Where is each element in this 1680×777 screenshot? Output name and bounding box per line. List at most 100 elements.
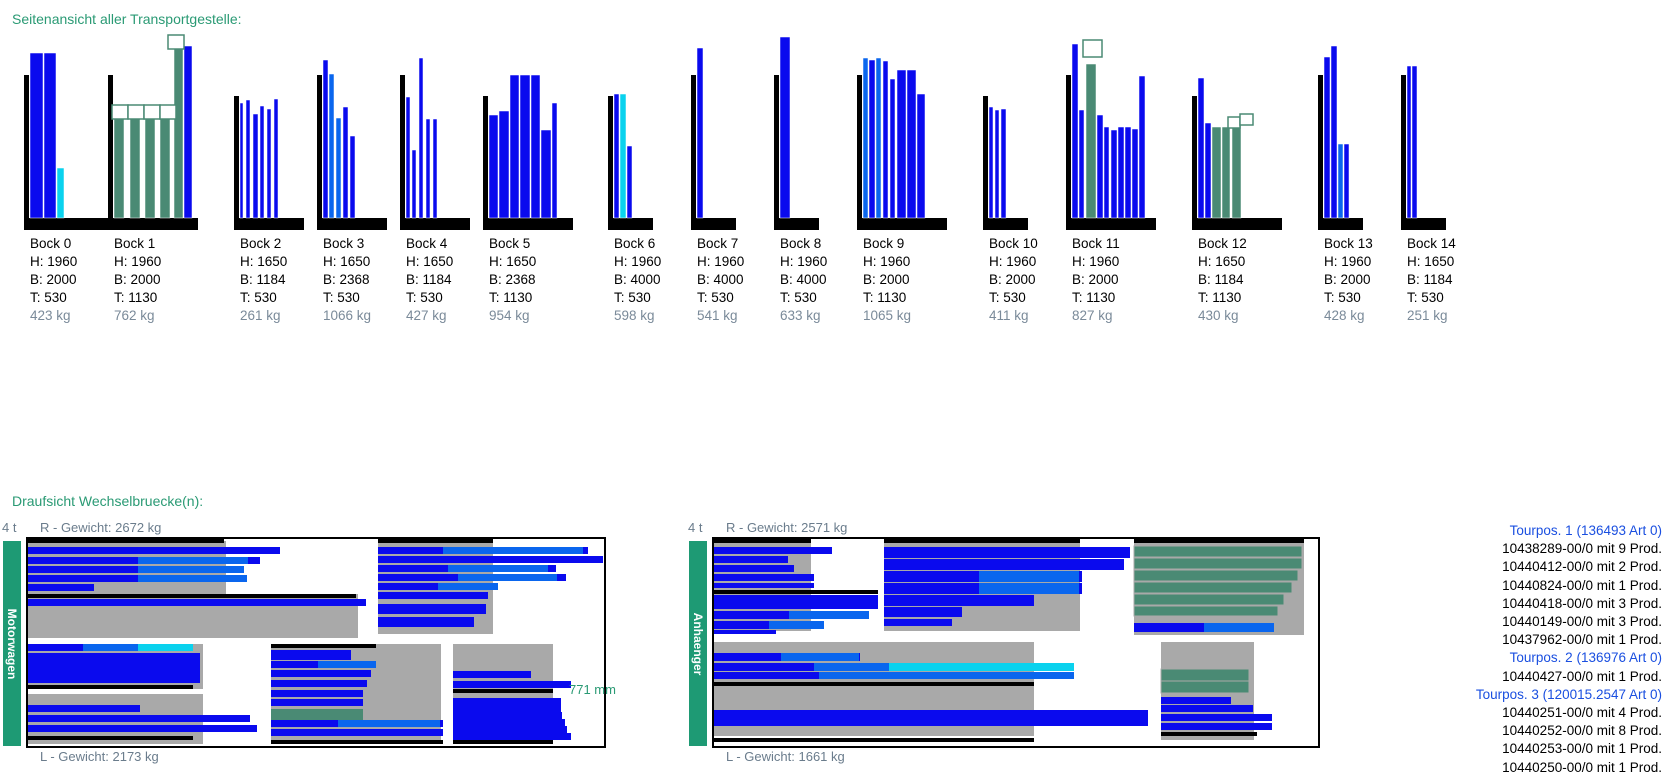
rack-load-bar [862, 57, 869, 219]
rack-name: Bock 1 [114, 236, 156, 251]
tour-position-link[interactable]: Tourpos. 3 (120015.2547 Art 0) [1475, 686, 1662, 702]
rack-edge [28, 594, 356, 598]
rack-top-box [127, 104, 145, 120]
rack-weight: 430 kg [1198, 308, 1239, 323]
rack-load-bar [1138, 75, 1146, 219]
product-bar [378, 583, 496, 590]
rack-width: B: 4000 [697, 272, 744, 287]
rack-load-bar [1204, 122, 1212, 219]
vehicle-label-motorwagen: Motorwagen [3, 541, 21, 746]
rack-base [608, 218, 653, 230]
rack-load-bar [1323, 56, 1331, 219]
product-bar [979, 583, 1079, 594]
product-bar [1161, 723, 1272, 730]
rack-depth: T: 530 [406, 290, 443, 305]
rack-info: Bock 7 H: 1960 B: 4000 T: 530 541 kg [697, 235, 744, 325]
rack-load-bar [1110, 129, 1118, 219]
rack-name: Bock 10 [989, 236, 1038, 251]
right-weight-label: R - Gewicht: 2571 kg [726, 520, 848, 535]
rack-load-bar [1221, 126, 1231, 219]
rack-load-bar [113, 114, 125, 219]
rack-height: H: 1960 [114, 254, 162, 269]
left-weight-label: L - Gewicht: 1661 kg [726, 749, 845, 764]
tour-position-link[interactable]: Tourpos. 1 (136493 Art 0) [1509, 523, 1662, 538]
rack-base [317, 218, 387, 230]
rack-load-bar [129, 114, 141, 219]
rack-info: Bock 14 H: 1650 B: 1184 T: 530 251 kg [1407, 235, 1456, 325]
product-bar [378, 592, 488, 599]
rack-side-view-drawing [608, 93, 653, 230]
rack-weight: 261 kg [240, 308, 281, 323]
product-bar [1133, 569, 1299, 582]
rack-base [24, 218, 114, 230]
rack-load-bar [239, 102, 244, 219]
rack-side-view-drawing [1066, 39, 1156, 230]
rack-post [1318, 75, 1323, 218]
product-bar [884, 607, 962, 617]
product-bar [789, 611, 869, 619]
rack-depth: T: 1130 [863, 290, 907, 305]
product-bar [378, 556, 603, 563]
product-bar [28, 653, 200, 683]
rack-width: B: 2000 [1324, 272, 1371, 287]
product-bar [453, 733, 571, 740]
product-bar [271, 650, 351, 660]
rack-load-bar [29, 52, 44, 219]
rack-load-bar [418, 57, 424, 219]
rack-load-bar [509, 74, 520, 219]
rack-load-bar [613, 93, 620, 219]
rack-load-bar [1411, 65, 1418, 219]
rack-post [1066, 75, 1071, 218]
rack-load-bar [519, 74, 531, 219]
rack-load-bar [1231, 123, 1242, 219]
rack-name: Bock 13 [1324, 236, 1373, 251]
rack-load-bar [56, 167, 65, 219]
rack-load-bar [875, 57, 882, 219]
order-item: 10440824-00/0 mit 1 Prod. [1502, 577, 1662, 593]
rack-load-bar [411, 149, 417, 219]
swap-body-drawing [714, 539, 1304, 742]
product-bar [453, 726, 567, 733]
rack-load-bar [405, 96, 411, 219]
rack-height: H: 1650 [489, 254, 537, 269]
rack-width: B: 2368 [489, 272, 536, 287]
rack-edge [453, 740, 553, 744]
rack-base [108, 218, 198, 230]
rack-name: Bock 5 [489, 236, 531, 251]
rack-top-box [111, 104, 129, 120]
product-bar [443, 547, 583, 554]
rack-load-bar [779, 36, 791, 219]
rack-name: Bock 6 [614, 236, 656, 251]
rack-info: Bock 0 H: 1960 B: 2000 T: 530 423 kg [30, 235, 77, 325]
product-bar [714, 565, 794, 572]
product-bar [271, 690, 363, 697]
rack-info: Bock 3 H: 1650 B: 2368 T: 530 1066 kg [323, 235, 371, 325]
rack-depth: T: 530 [1407, 290, 1444, 305]
rack-width: B: 4000 [780, 272, 827, 287]
rack-height: H: 1960 [863, 254, 911, 269]
product-bar [28, 715, 250, 722]
rack-side-view-drawing [317, 59, 387, 230]
product-bar [819, 672, 1074, 679]
order-item: 10440418-00/0 mit 3 Prod. [1502, 595, 1662, 611]
product-bar [453, 671, 531, 678]
rack-side-view-drawing [483, 74, 573, 230]
rack-height: H: 1960 [1324, 254, 1372, 269]
rack-height: H: 1650 [406, 254, 454, 269]
rack-width: B: 1184 [406, 272, 452, 287]
order-item: 10437962-00/0 mit 1 Prod. [1502, 632, 1662, 648]
rack-post [234, 96, 239, 218]
rack-height: H: 1960 [30, 254, 78, 269]
rack-name: Bock 12 [1198, 236, 1247, 251]
rack-load-bar [335, 117, 342, 219]
rack-width: B: 2000 [114, 272, 161, 287]
rack-height: H: 1650 [323, 254, 371, 269]
product-bar [959, 663, 1069, 671]
rack-load-bar [173, 44, 184, 219]
rack-base [483, 218, 573, 230]
rack-post [24, 75, 29, 218]
product-bar [1133, 581, 1293, 594]
product-bar [453, 705, 561, 712]
rack-depth: T: 530 [614, 290, 651, 305]
tour-position-link[interactable]: Tourpos. 2 (136976 Art 0) [1509, 650, 1662, 666]
